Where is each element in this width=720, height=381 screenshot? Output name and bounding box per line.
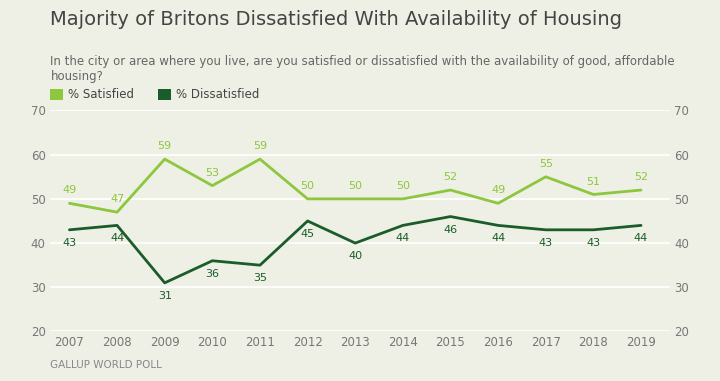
Text: 43: 43 <box>63 238 76 248</box>
Text: 50: 50 <box>396 181 410 191</box>
Text: 43: 43 <box>586 238 600 248</box>
Text: % Satisfied: % Satisfied <box>68 88 134 101</box>
Text: 31: 31 <box>158 291 171 301</box>
Text: 44: 44 <box>396 233 410 243</box>
Text: 59: 59 <box>158 141 172 151</box>
Text: 55: 55 <box>539 159 553 169</box>
Text: 50: 50 <box>301 181 315 191</box>
Text: 35: 35 <box>253 273 267 283</box>
Text: 43: 43 <box>539 238 553 248</box>
Text: 49: 49 <box>491 185 505 195</box>
Text: 44: 44 <box>634 233 648 243</box>
Text: 49: 49 <box>63 185 76 195</box>
Text: 51: 51 <box>586 176 600 187</box>
Text: 44: 44 <box>491 233 505 243</box>
Text: 52: 52 <box>634 172 648 182</box>
Text: 45: 45 <box>300 229 315 239</box>
Text: 44: 44 <box>110 233 125 243</box>
Text: 36: 36 <box>205 269 220 279</box>
Text: 40: 40 <box>348 251 362 261</box>
Text: GALLUP WORLD POLL: GALLUP WORLD POLL <box>50 360 162 370</box>
Text: % Dissatisfied: % Dissatisfied <box>176 88 259 101</box>
Text: 47: 47 <box>110 194 125 204</box>
Text: 50: 50 <box>348 181 362 191</box>
Text: 53: 53 <box>205 168 220 178</box>
Text: Majority of Britons Dissatisfied With Availability of Housing: Majority of Britons Dissatisfied With Av… <box>50 10 622 29</box>
Text: In the city or area where you live, are you satisfied or dissatisfied with the a: In the city or area where you live, are … <box>50 55 675 83</box>
Text: 52: 52 <box>444 172 458 182</box>
Text: 46: 46 <box>444 224 458 235</box>
Text: 59: 59 <box>253 141 267 151</box>
